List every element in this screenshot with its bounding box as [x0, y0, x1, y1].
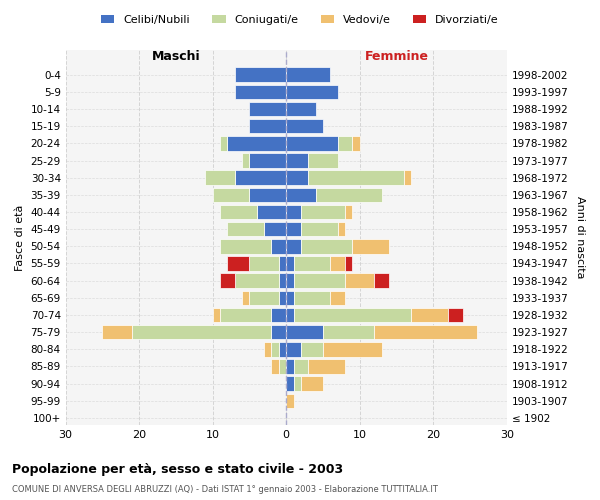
Bar [250, 153, 286, 168]
Bar [286, 308, 293, 322]
Bar [374, 325, 478, 340]
Legend: Celibi/Nubili, Coniugati/e, Vedovi/e, Divorziati/e: Celibi/Nubili, Coniugati/e, Vedovi/e, Di… [97, 10, 503, 29]
Bar [293, 376, 301, 391]
Bar [279, 290, 286, 305]
Bar [308, 170, 404, 185]
Bar [250, 119, 286, 134]
Bar [301, 376, 323, 391]
Bar [286, 153, 308, 168]
Bar [331, 290, 345, 305]
Bar [301, 204, 345, 220]
Bar [316, 188, 382, 202]
Bar [404, 170, 411, 185]
Bar [279, 342, 286, 356]
Bar [352, 239, 389, 254]
Bar [279, 256, 286, 271]
Bar [286, 84, 338, 99]
Bar [286, 136, 338, 150]
Bar [220, 204, 257, 220]
Bar [345, 256, 352, 271]
Bar [271, 325, 286, 340]
Bar [286, 290, 293, 305]
Bar [250, 256, 279, 271]
Bar [132, 325, 271, 340]
Bar [345, 274, 374, 288]
Bar [271, 359, 279, 374]
Bar [220, 136, 227, 150]
Bar [227, 222, 264, 236]
Bar [301, 239, 352, 254]
Bar [308, 359, 345, 374]
Bar [235, 68, 286, 82]
Bar [264, 342, 271, 356]
Bar [242, 153, 250, 168]
Bar [235, 274, 279, 288]
Bar [286, 102, 316, 116]
Bar [235, 170, 286, 185]
Bar [286, 394, 293, 408]
Bar [293, 256, 331, 271]
Bar [271, 308, 286, 322]
Bar [448, 308, 463, 322]
Bar [220, 308, 271, 322]
Bar [293, 274, 345, 288]
Bar [235, 84, 286, 99]
Bar [374, 274, 389, 288]
Bar [271, 239, 286, 254]
Bar [205, 170, 235, 185]
Bar [286, 170, 308, 185]
Text: Popolazione per età, sesso e stato civile - 2003: Popolazione per età, sesso e stato civil… [12, 462, 343, 475]
Bar [271, 342, 279, 356]
Y-axis label: Fasce di età: Fasce di età [15, 204, 25, 271]
Text: Maschi: Maschi [152, 50, 200, 62]
Bar [293, 308, 411, 322]
Bar [323, 342, 382, 356]
Bar [352, 136, 360, 150]
Bar [286, 119, 323, 134]
Bar [301, 342, 323, 356]
Bar [338, 136, 352, 150]
Bar [286, 325, 323, 340]
Bar [220, 274, 235, 288]
Bar [293, 290, 331, 305]
Bar [293, 359, 308, 374]
Bar [227, 136, 286, 150]
Bar [212, 188, 250, 202]
Bar [323, 325, 374, 340]
Bar [286, 204, 301, 220]
Bar [308, 153, 338, 168]
Bar [286, 222, 301, 236]
Bar [286, 359, 293, 374]
Bar [331, 256, 345, 271]
Y-axis label: Anni di nascita: Anni di nascita [575, 196, 585, 279]
Bar [301, 222, 338, 236]
Bar [250, 188, 286, 202]
Bar [279, 274, 286, 288]
Bar [286, 342, 301, 356]
Bar [242, 290, 250, 305]
Bar [250, 102, 286, 116]
Bar [220, 239, 271, 254]
Bar [103, 325, 132, 340]
Bar [264, 222, 286, 236]
Bar [338, 222, 345, 236]
Bar [411, 308, 448, 322]
Bar [286, 256, 293, 271]
Bar [227, 256, 250, 271]
Bar [257, 204, 286, 220]
Text: Femmine: Femmine [364, 50, 428, 62]
Bar [286, 274, 293, 288]
Bar [286, 239, 301, 254]
Bar [279, 359, 286, 374]
Bar [286, 68, 331, 82]
Bar [345, 204, 352, 220]
Bar [212, 308, 220, 322]
Bar [250, 290, 279, 305]
Bar [286, 188, 316, 202]
Text: COMUNE DI ANVERSA DEGLI ABRUZZI (AQ) - Dati ISTAT 1° gennaio 2003 - Elaborazione: COMUNE DI ANVERSA DEGLI ABRUZZI (AQ) - D… [12, 485, 438, 494]
Bar [286, 376, 293, 391]
